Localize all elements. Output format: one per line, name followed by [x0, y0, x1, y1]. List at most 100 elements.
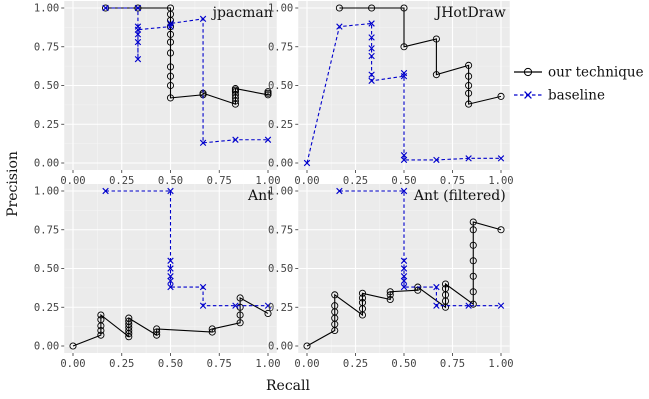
data-point	[433, 156, 440, 164]
data-point	[469, 257, 477, 265]
data-point	[400, 152, 408, 159]
x-tick-label: 0.50	[391, 358, 416, 370]
data-point	[441, 285, 450, 293]
series-baseline-jhotdraw	[303, 20, 505, 167]
x-tick-label: 1.00	[255, 358, 280, 370]
data-point	[441, 280, 450, 288]
data-point	[167, 283, 174, 291]
legend-entry-our-technique: our technique	[514, 65, 644, 81]
data-point	[166, 81, 175, 90]
series-line-baseline	[339, 190, 501, 307]
data-point	[469, 288, 477, 296]
legend-entry-baseline: baseline	[514, 88, 605, 104]
data-point	[166, 30, 175, 38]
data-point	[166, 38, 175, 46]
data-point	[199, 139, 207, 147]
data-point	[465, 302, 472, 309]
data-point	[336, 23, 343, 30]
data-point	[134, 31, 142, 38]
x-tick-label: 0.25	[343, 175, 368, 187]
y-tick-label: 0.75	[268, 41, 293, 53]
legend-marker-baseline	[524, 91, 532, 99]
data-point	[465, 61, 473, 69]
panel-ant: 0.00 0.25 0.50 0.75 1.00 0.00 0.25 0.50 0.75 1.00…	[34, 184, 281, 370]
data-point	[368, 34, 375, 41]
series-line-our-technique	[339, 7, 502, 105]
data-point	[400, 257, 408, 264]
y-tick-label: 0.00	[268, 341, 293, 353]
panel-title-ant-filtered: Ant (filtered)	[413, 188, 506, 204]
legend-label-our-technique: our technique	[548, 65, 644, 81]
data-point	[386, 295, 394, 304]
y-tick-label: 0.50	[268, 80, 293, 92]
series-line-baseline	[105, 190, 268, 307]
series-baseline-ant-filtered	[336, 187, 505, 309]
data-point	[167, 273, 174, 280]
data-point	[358, 289, 367, 297]
panel-jpacman: 0.00 0.25 0.50 0.75 1.00 0.00 0.25 0.50 0.75 1.00…	[34, 1, 281, 187]
data-point	[69, 342, 77, 350]
y-tick-label: 0.25	[34, 119, 59, 131]
y-tick-label: 0.25	[268, 119, 293, 131]
x-tick-label: 0.75	[440, 358, 465, 370]
data-point	[134, 4, 142, 12]
data-point	[303, 159, 311, 167]
data-point	[199, 283, 207, 291]
y-tick-label: 0.50	[268, 263, 293, 275]
data-point	[199, 302, 207, 309]
data-point	[358, 299, 367, 307]
data-point	[469, 218, 477, 226]
data-point	[264, 136, 272, 143]
y-axis-label: Precision	[5, 151, 21, 217]
series-baseline-jpacman	[102, 4, 272, 147]
data-point	[231, 85, 239, 93]
data-point	[497, 155, 505, 162]
data-point	[465, 72, 473, 80]
data-point	[208, 328, 216, 336]
data-point	[236, 311, 244, 319]
y-tick-label: 1.00	[268, 3, 293, 15]
data-point	[335, 4, 343, 12]
y-tick-label: 1.00	[34, 3, 59, 15]
data-point	[232, 302, 239, 309]
x-tick-label: 0.25	[343, 358, 368, 370]
x-tick-label: 0.00	[294, 358, 319, 370]
legend-label-baseline: baseline	[548, 88, 605, 104]
data-point	[386, 291, 394, 299]
data-point	[497, 302, 505, 309]
legend-marker-our-technique	[523, 67, 533, 77]
data-point	[232, 136, 239, 143]
data-point	[368, 77, 375, 85]
data-point	[368, 20, 375, 27]
x-tick-label: 0.75	[440, 175, 465, 187]
x-tick-label: 1.00	[488, 358, 513, 370]
data-point	[97, 326, 105, 335]
data-point	[465, 100, 473, 108]
x-tick-label: 0.00	[294, 175, 319, 187]
x-tick-label: 1.00	[255, 175, 280, 187]
data-point	[358, 294, 367, 302]
x-tick-label: 0.25	[109, 358, 134, 370]
data-point	[166, 63, 175, 71]
data-point	[166, 49, 175, 57]
data-point	[400, 265, 408, 272]
data-point	[400, 43, 408, 51]
y-tick-label: 0.25	[34, 302, 59, 314]
x-tick-label: 1.00	[488, 175, 513, 187]
panel-ant-filtered: 0.00 0.25 0.50 0.75 1.00 0.00 0.25 0.50 0.75 1.00…	[268, 184, 514, 370]
x-tick-label: 0.50	[158, 175, 183, 187]
data-point	[97, 316, 105, 324]
data-point	[102, 4, 109, 12]
panel-title-ant: Ant	[247, 188, 273, 204]
x-tick-label: 0.00	[60, 175, 85, 187]
data-point	[465, 155, 472, 162]
y-tick-label: 0.75	[34, 41, 59, 53]
y-tick-label: 0.00	[34, 158, 59, 170]
data-point	[368, 52, 375, 60]
data-point	[208, 325, 216, 333]
data-point	[97, 331, 105, 339]
data-point	[167, 20, 174, 27]
x-tick-label: 0.75	[207, 358, 232, 370]
data-point	[125, 317, 133, 325]
